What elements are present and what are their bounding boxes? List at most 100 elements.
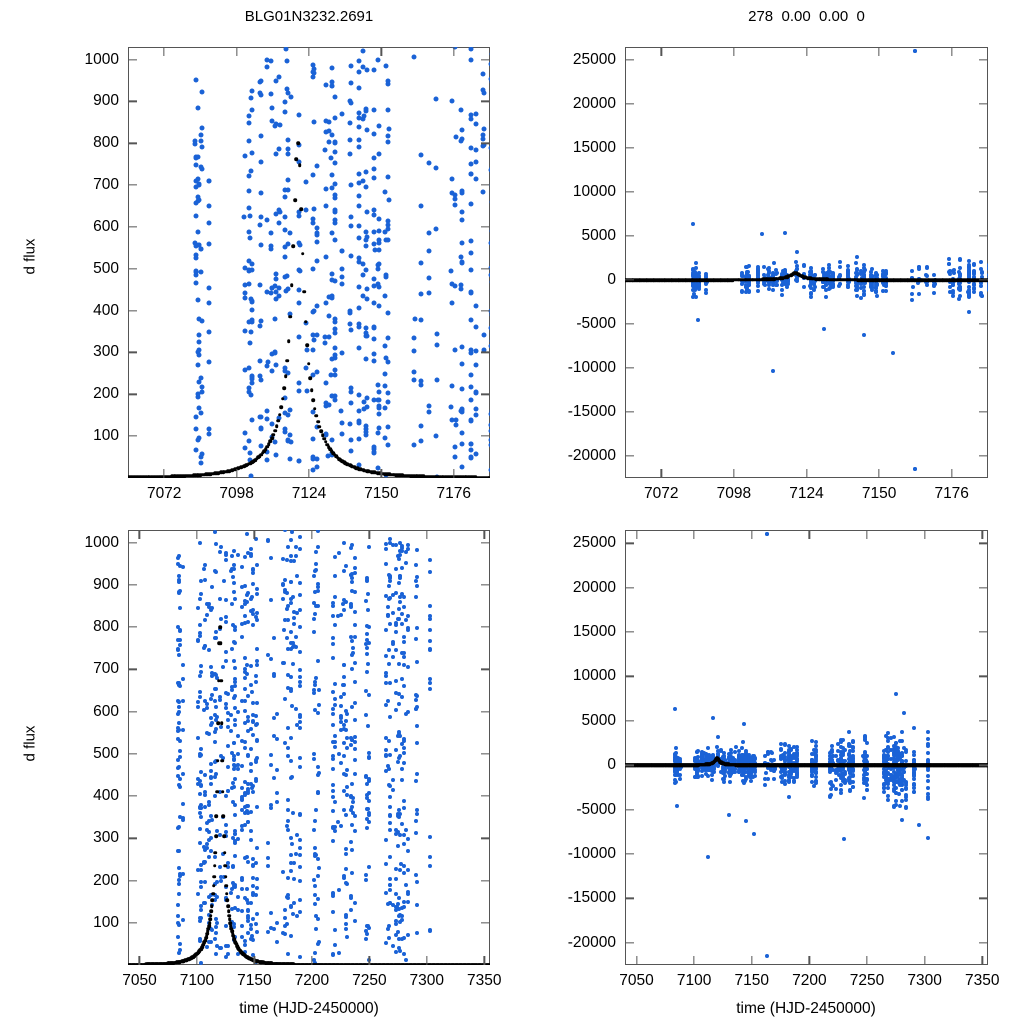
data-point <box>388 794 393 799</box>
data-point <box>828 793 833 798</box>
data-point <box>402 745 407 750</box>
data-point <box>385 424 391 430</box>
x-tick-label: 7072 <box>146 485 182 502</box>
data-point <box>391 610 396 615</box>
y-tick-mark <box>481 435 490 437</box>
data-point <box>813 774 818 779</box>
data-point <box>488 437 490 443</box>
y-tick-label: 500 <box>93 259 119 277</box>
x-tick-label: 7350 <box>467 972 502 989</box>
data-point <box>249 926 254 931</box>
model-curve-point <box>291 244 296 248</box>
data-point <box>770 270 775 275</box>
data-point <box>780 288 785 293</box>
data-point <box>406 547 411 552</box>
data-point <box>251 789 256 794</box>
data-point <box>258 133 264 139</box>
data-point <box>364 878 369 883</box>
data-point <box>181 871 186 876</box>
data-point <box>394 678 399 683</box>
data-point <box>177 705 182 710</box>
data-point <box>281 661 286 665</box>
data-point <box>178 605 183 610</box>
model-curve-point <box>320 433 325 438</box>
model-curve-point <box>212 863 217 868</box>
data-point <box>255 592 260 597</box>
data-point <box>249 261 255 267</box>
data-point <box>196 705 201 710</box>
data-point <box>488 272 490 278</box>
x-tick-label: 7200 <box>294 972 330 989</box>
data-point <box>402 595 407 600</box>
y-tick-label: 600 <box>93 217 119 235</box>
data-point <box>332 237 338 243</box>
y-tick-mark <box>128 435 137 437</box>
y-tick-mark <box>481 226 490 228</box>
data-point <box>418 382 424 388</box>
data-point <box>341 541 346 546</box>
data-point <box>329 437 335 443</box>
data-point <box>414 694 419 699</box>
model-curve-point <box>283 374 288 378</box>
data-point <box>345 785 350 790</box>
data-point <box>249 690 254 695</box>
y-tick-label: 900 <box>93 575 119 593</box>
x-tick-label: 7150 <box>237 972 272 989</box>
data-point <box>328 155 334 161</box>
data-point <box>243 614 248 619</box>
data-point <box>366 755 371 760</box>
x-tick-mark <box>805 47 808 56</box>
data-point <box>285 437 291 443</box>
model-curve-point <box>280 396 285 401</box>
data-point <box>414 779 419 784</box>
data-point <box>245 671 250 676</box>
data-point <box>312 878 317 883</box>
data-point <box>285 146 291 152</box>
data-point <box>987 266 988 271</box>
data-point <box>763 783 768 788</box>
data-point <box>375 266 381 272</box>
data-point <box>821 327 826 332</box>
data-point <box>348 253 354 259</box>
data-point <box>453 422 459 428</box>
data-point <box>255 617 260 622</box>
x-tick-label: 7150 <box>861 485 897 502</box>
data-point <box>229 647 234 652</box>
data-point <box>747 273 752 278</box>
data-point <box>314 369 320 375</box>
data-point <box>459 188 465 194</box>
data-point <box>433 96 439 102</box>
x-tick-mark <box>163 469 165 478</box>
data-point <box>396 557 401 562</box>
data-point <box>246 281 252 287</box>
data-point <box>406 836 411 841</box>
data-point <box>966 270 971 275</box>
y-tick-label: 20000 <box>572 95 616 113</box>
data-point <box>224 550 229 555</box>
data-point <box>181 699 186 704</box>
data-point <box>343 866 348 871</box>
data-point <box>225 789 230 794</box>
data-point <box>314 464 320 470</box>
data-point <box>488 428 490 434</box>
data-point <box>365 825 370 830</box>
y-tick-mark <box>481 837 490 839</box>
data-point <box>957 265 962 270</box>
data-point <box>780 272 785 277</box>
data-point <box>411 348 417 354</box>
data-point <box>931 272 936 277</box>
data-point <box>743 818 748 823</box>
data-point <box>199 125 204 131</box>
data-point <box>258 242 264 248</box>
data-point <box>255 663 260 668</box>
data-point <box>212 530 217 534</box>
data-point <box>387 753 392 758</box>
data-point <box>243 655 248 660</box>
data-point <box>473 159 479 165</box>
data-point <box>862 291 867 296</box>
data-point <box>801 271 806 276</box>
data-point <box>311 337 317 343</box>
data-point <box>333 829 338 834</box>
data-point <box>957 273 962 278</box>
